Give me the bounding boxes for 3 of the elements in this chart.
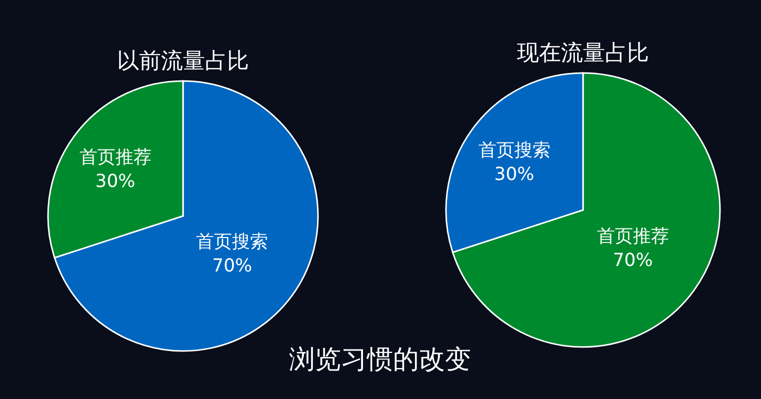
- chart-title: 以前流量占比: [117, 49, 249, 74]
- chart-title: 现在流量占比: [517, 41, 649, 66]
- text: 浏览习惯的改变: [289, 345, 471, 375]
